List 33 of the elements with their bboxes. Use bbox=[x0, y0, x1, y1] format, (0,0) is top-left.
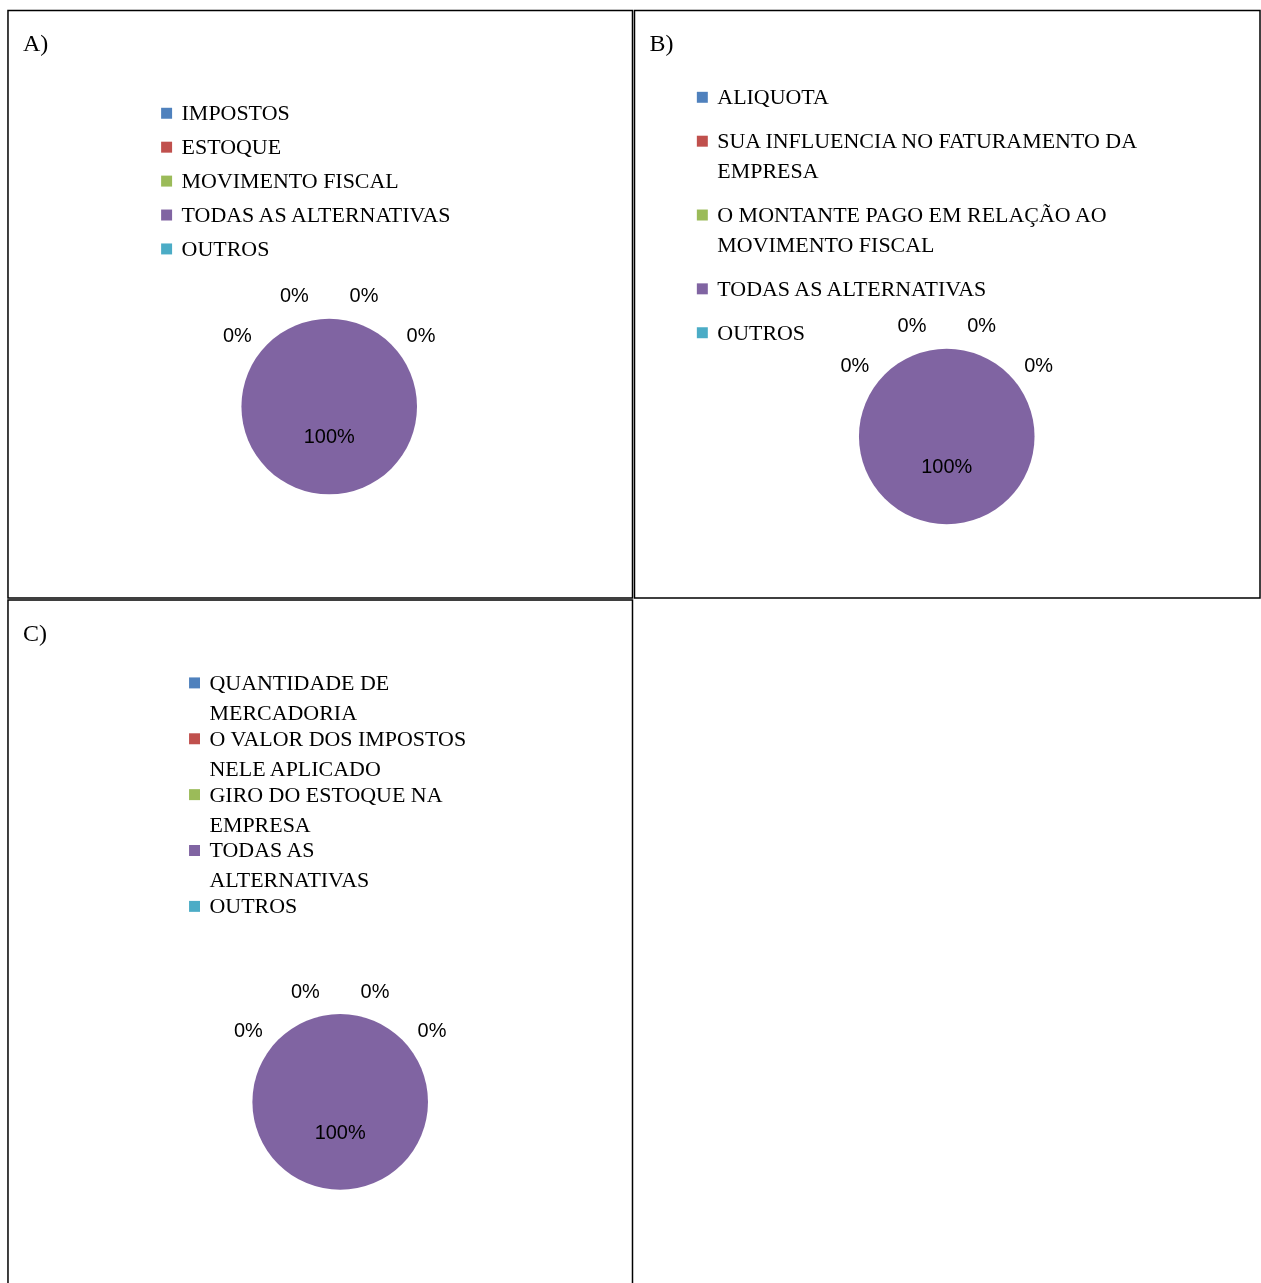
legend-label: ESTOQUE bbox=[181, 134, 282, 160]
legend-label: O VALOR DOS IMPOSTOS NELE APLICADO bbox=[209, 725, 467, 781]
legend-label: ALIQUOTA bbox=[717, 84, 830, 110]
legend-label: TODAS AS ALTERNATIVAS bbox=[717, 275, 987, 301]
text: 0% bbox=[349, 284, 379, 307]
legend-label: SUA INFLUENCIA NO FATURAMENTO DA EMPRESA bbox=[717, 128, 1138, 184]
text: 0% bbox=[897, 314, 927, 337]
text: 0% bbox=[290, 979, 320, 1002]
text: 0% bbox=[222, 324, 252, 347]
legend-label: TODAS AS ALTERNATIVAS bbox=[209, 837, 370, 893]
legend-label: IMPOSTOS bbox=[181, 100, 290, 126]
data-label: 100% bbox=[303, 425, 355, 448]
text: 0% bbox=[280, 284, 309, 307]
text: 0% bbox=[417, 1019, 447, 1042]
legend-label: GIRO DO ESTOQUE NA EMPRESA bbox=[209, 781, 443, 837]
legend-label: QUANTIDADE DE MERCADORIA bbox=[209, 669, 390, 725]
text: B) bbox=[649, 30, 674, 57]
text: 0% bbox=[840, 354, 870, 377]
text: 0% bbox=[360, 979, 390, 1002]
chart-title: C) bbox=[22, 620, 47, 647]
data-label: 100% bbox=[314, 1120, 366, 1143]
legend-label: TODAS AS ALTERNATIVAS bbox=[181, 202, 451, 227]
legend-label: OUTROS bbox=[181, 235, 270, 261]
legend-label: O MONTANTE PAGO EM RELAÇÃO AO MOVIMENTO FISCAL bbox=[717, 202, 1107, 257]
legend-label: OUTROS bbox=[209, 893, 298, 919]
text: 0% bbox=[233, 1019, 263, 1042]
legend-label: OUTROS bbox=[717, 319, 806, 345]
text: 0% bbox=[1024, 354, 1053, 377]
text: 0% bbox=[406, 324, 436, 347]
data-label: 100% bbox=[921, 455, 973, 478]
legend-label: MOVIMENTO FISCAL bbox=[181, 168, 399, 194]
text: 0% bbox=[967, 314, 996, 337]
chart-title: A) bbox=[22, 30, 49, 57]
